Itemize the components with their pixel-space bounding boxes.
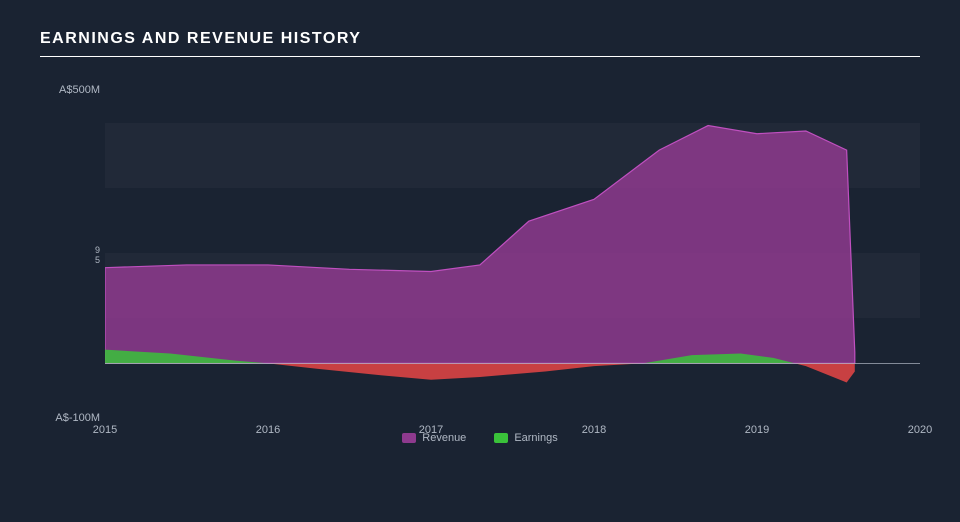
- legend-label-earnings: Earnings: [514, 432, 557, 444]
- zero-baseline: [105, 363, 920, 364]
- legend-swatch-revenue: [402, 433, 416, 443]
- left-marker-bottom: 5: [95, 256, 100, 265]
- plot-region: 9 5: [105, 90, 920, 418]
- legend-label-revenue: Revenue: [422, 432, 466, 444]
- chart-legend: Revenue Earnings: [40, 432, 920, 444]
- left-marker-top: 9: [95, 246, 100, 255]
- legend-item-revenue: Revenue: [402, 432, 466, 444]
- chart-title: EARNINGS AND REVENUE HISTORY: [40, 30, 920, 48]
- chart-area: 9 5 A$500MA$-100M 2015201620172018201920…: [40, 72, 920, 452]
- y-tick-label: A$500M: [40, 84, 100, 96]
- legend-item-earnings: Earnings: [494, 432, 557, 444]
- y-tick-label: A$-100M: [40, 412, 100, 424]
- area-chart-svg: [105, 90, 920, 418]
- title-underline: [40, 56, 920, 57]
- chart-container: EARNINGS AND REVENUE HISTORY 9 5 A$500M A…: [0, 0, 960, 472]
- legend-swatch-earnings: [494, 433, 508, 443]
